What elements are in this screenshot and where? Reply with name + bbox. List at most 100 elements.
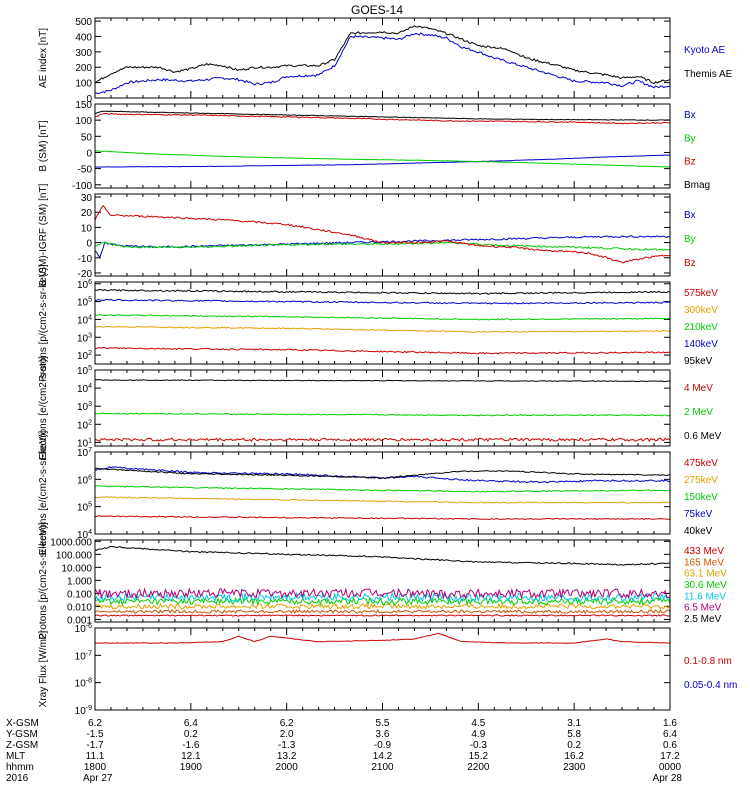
- y-tick-label: 102: [77, 419, 92, 431]
- y-tick-label: 0.001: [67, 615, 92, 626]
- series-line: [95, 587, 670, 600]
- y-axis-label: Electrons [e/(cm2-s-sr-keV)]: [38, 431, 49, 556]
- y-tick-label: 107: [77, 447, 92, 459]
- y-tick-label: 106: [77, 279, 92, 291]
- series-line: [95, 591, 670, 603]
- series-line: [95, 298, 670, 305]
- ephemeris-value: 3.6: [376, 729, 390, 740]
- ephemeris-value: 14.2: [373, 751, 393, 762]
- y-tick-label: -50: [78, 165, 93, 176]
- y-tick-label: 20: [81, 208, 93, 219]
- series-line: [95, 314, 670, 321]
- ephemeris-value: 6.4: [663, 729, 677, 740]
- legend-entry: 575keV: [684, 288, 718, 299]
- y-tick-label: 106: [77, 474, 92, 486]
- y-tick-label: 0: [86, 239, 92, 250]
- series-line: [95, 235, 670, 259]
- panel-6: 104 105 106 107 Electrons [e/(cm2-s-sr-keV)]…: [38, 431, 718, 556]
- legend-entry: 0.1-0.8 nm: [684, 656, 732, 667]
- legend-entry: 165 MeV: [684, 557, 724, 568]
- series-line: [95, 25, 670, 85]
- y-tick-label: 1000.000: [50, 537, 92, 548]
- ephemeris-value: 2300: [563, 762, 586, 773]
- legend-entry: Bx: [684, 210, 696, 221]
- y-tick-label: 103: [77, 332, 92, 344]
- ephemeris-value: 0.2: [567, 740, 581, 751]
- legend-entry: 150keV: [684, 492, 718, 503]
- series-line: [95, 608, 670, 615]
- legend-entry: 63.1 MeV: [684, 569, 727, 580]
- y-tick-label: 0.100: [67, 589, 92, 600]
- ephemeris-value: 0000: [659, 762, 682, 773]
- y-axis-label: Protons [p/(cm2-s-sr-keV)]: [38, 522, 49, 639]
- ephemeris-value: 17.2: [660, 751, 680, 762]
- panel-1: 0 100 200 300 400 500 AE index [nT] Kyoto AE The…: [38, 17, 733, 105]
- y-tick-label: 100.000: [56, 550, 93, 561]
- legend-entry: Bz: [684, 157, 696, 168]
- ephemeris-value: 1.6: [663, 718, 677, 729]
- legend-entry: Bmag: [684, 180, 710, 191]
- ephemeris-value: 6.4: [184, 718, 198, 729]
- ephemeris-value: -1.6: [182, 740, 200, 751]
- y-tick-label: 105: [77, 297, 92, 309]
- series-group: [95, 466, 670, 521]
- ephemeris-value: 11.1: [86, 751, 105, 762]
- panel-frame: [94, 193, 671, 277]
- legend-entry: 433 MeV: [684, 546, 724, 557]
- ephemeris-value: 0.2: [184, 729, 198, 740]
- legend-entry: 210keV: [684, 322, 718, 333]
- y-tick-label: 500: [75, 17, 92, 28]
- y-tick-label: 0.010: [67, 602, 92, 613]
- panel-frame: [94, 103, 671, 189]
- ephemeris-value: Apr 28: [653, 773, 683, 784]
- series-line: [95, 412, 670, 417]
- y-tick-label: 200: [75, 63, 92, 74]
- plot-title: GOES-14: [351, 3, 403, 17]
- series-line: [95, 467, 670, 479]
- panel-frame: [94, 451, 671, 535]
- ephemeris-value: 2100: [371, 762, 394, 773]
- series-line: [95, 602, 670, 610]
- ephemeris-row-label: Z-GSM: [6, 740, 38, 751]
- y-tick-label: 100: [75, 79, 92, 90]
- series-line: [95, 515, 670, 521]
- ephemeris-value: 4.9: [471, 729, 485, 740]
- legend-entry: 2 MeV: [684, 407, 713, 418]
- ephemeris-value: 16.2: [564, 751, 584, 762]
- ephemeris-row-label: Y-GSM: [6, 729, 38, 740]
- y-axis-label: AE index [nT]: [38, 28, 49, 88]
- ephemeris-value: -0.9: [374, 740, 392, 751]
- y-tick-label: 105: [77, 502, 92, 514]
- series-line: [95, 596, 670, 607]
- ephemeris-row-label: X-GSM: [6, 718, 39, 729]
- legend-entry: 2.5 MeV: [684, 614, 722, 625]
- ephemeris-value: -1.7: [86, 740, 104, 751]
- legend-entry: 140keV: [684, 339, 718, 350]
- ephemeris-row-label: hhmm: [6, 762, 34, 773]
- panel-2: -100 -50 0 50 100 150 B (SM) [nT] Bx By Bz Bmag: [38, 100, 710, 192]
- legend-entry: 75keV: [684, 509, 713, 520]
- y-axis-label: Xray Flux [W/m2]: [38, 630, 49, 707]
- ephemeris-value: -1.5: [86, 729, 104, 740]
- y-tick-label: 104: [77, 383, 92, 395]
- series-group: [95, 25, 670, 95]
- x-axis-ephemeris-labels: X-GSMY-GSMZ-GSMMLThhmm20166.2-1.5-1.711.…: [6, 718, 682, 784]
- ephemeris-value: 2000: [276, 762, 299, 773]
- legend-entry: By: [684, 234, 696, 245]
- legend-entry: Kyoto AE: [684, 45, 725, 56]
- ephemeris-row-label: MLT: [6, 751, 25, 762]
- series-line: [95, 150, 670, 168]
- legend-entry: 300keV: [684, 305, 718, 316]
- legend-entry: By: [684, 133, 696, 144]
- legend-entry: 0.6 MeV: [684, 431, 722, 442]
- series-line: [95, 288, 670, 295]
- legend-entry: Themis AE: [684, 69, 733, 80]
- panel-4: 102 103 104 105 106 Protons [p/(cm2-s-sr-keV)…: [38, 264, 718, 381]
- ephemeris-value: -1.3: [278, 740, 296, 751]
- ephemeris-value: 5.8: [567, 729, 581, 740]
- y-tick-label: 150: [75, 100, 92, 111]
- series-group: [95, 632, 670, 644]
- legend-entry: 40keV: [684, 526, 713, 537]
